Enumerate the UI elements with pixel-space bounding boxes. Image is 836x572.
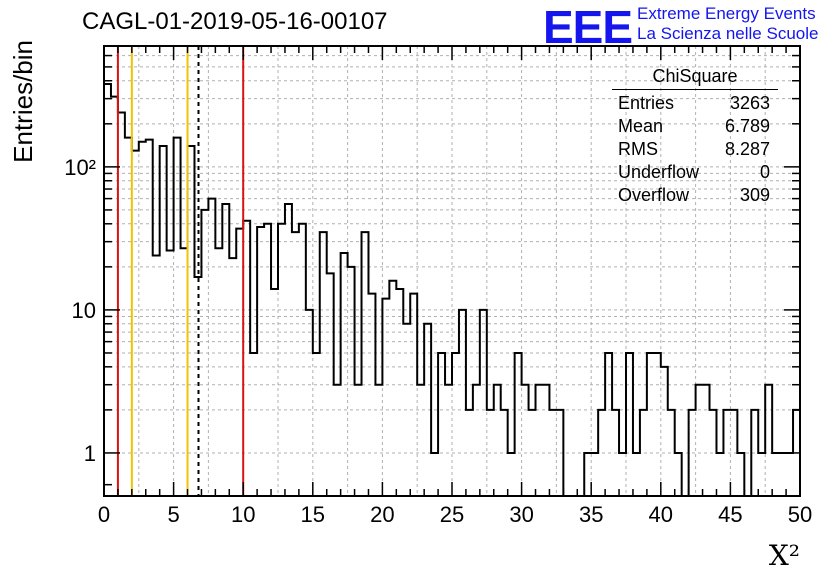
y-tick-label: 1	[84, 441, 96, 466]
stats-label: Mean	[618, 116, 664, 136]
stats-value: 8.287	[724, 139, 770, 159]
logo-line-2: La Scienza nelle Scuole	[637, 24, 819, 43]
y-axis-ticks: 1 10 10²	[64, 54, 800, 486]
stats-label: Underflow	[618, 162, 700, 182]
stats-label: Overflow	[618, 185, 690, 205]
x-tick-label: 35	[579, 502, 603, 527]
stats-row: Underflow 0	[612, 161, 778, 184]
stats-value: 3263	[729, 93, 770, 113]
plot-title: CAGL-01-2019-05-16-00107	[82, 8, 388, 35]
stats-value: 0	[759, 162, 770, 182]
y-axis-label: Entries/bin	[8, 40, 38, 163]
stats-title: ChiSquare	[612, 66, 778, 90]
x-tick-label: 15	[301, 502, 325, 527]
eee-logo: EEE	[543, 1, 633, 53]
logo-line-1: Extreme Energy Events	[637, 4, 816, 23]
stats-value: 6.789	[724, 116, 770, 136]
logo-caption: Extreme Energy Events La Scienza nelle S…	[637, 4, 818, 44]
stats-row: Mean 6.789	[612, 115, 778, 138]
x-axis-label: X²	[769, 539, 800, 572]
x-tick-label: 20	[370, 502, 394, 527]
x-axis-ticks: 0 5 10 15 20 25 30 35 40 45 50	[98, 46, 812, 527]
stats-row: Overflow 309	[612, 184, 778, 207]
y-tick-label: 10	[72, 298, 96, 323]
stats-label: Entries	[618, 93, 675, 113]
x-tick-label: 40	[649, 502, 673, 527]
x-tick-label: 30	[509, 502, 533, 527]
x-tick-label: 0	[98, 502, 110, 527]
x-tick-label: 10	[231, 502, 255, 527]
stats-row: RMS 8.287	[612, 138, 778, 161]
grid-lines	[104, 46, 800, 496]
stats-row: Entries 3263	[612, 92, 778, 115]
y-tick-label: 10²	[64, 155, 96, 180]
statistics-box: ChiSquare Entries 3263 Mean 6.789 RMS 8.…	[612, 66, 778, 207]
x-tick-label: 50	[788, 502, 812, 527]
x-tick-label: 5	[167, 502, 179, 527]
stats-label: RMS	[618, 139, 658, 159]
stats-value: 309	[739, 185, 770, 205]
vertical-reference-lines	[116, 46, 245, 496]
histogram-step-line	[103, 82, 801, 497]
x-tick-label: 45	[718, 502, 742, 527]
x-tick-label: 25	[440, 502, 464, 527]
